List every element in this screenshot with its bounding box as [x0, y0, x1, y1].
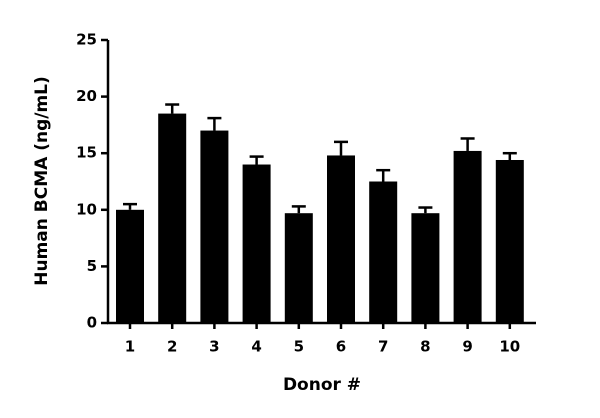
- bar: [369, 181, 398, 323]
- x-tick-label: 5: [294, 338, 304, 356]
- x-tick-label: 3: [209, 338, 219, 356]
- x-tick-label: 8: [420, 338, 430, 356]
- y-tick-label: 10: [76, 200, 97, 218]
- x-tick-label: 4: [251, 338, 261, 356]
- bar: [495, 159, 524, 323]
- y-tick-label: 25: [76, 31, 97, 49]
- x-tick-label: 6: [336, 338, 346, 356]
- bar: [327, 155, 355, 323]
- y-tick-label: 0: [87, 314, 97, 332]
- x-tick-label: 1: [125, 338, 135, 356]
- bar: [411, 213, 440, 323]
- bar: [284, 213, 313, 323]
- x-tick-label: 9: [462, 338, 472, 356]
- bar: [116, 209, 144, 323]
- bar: [200, 130, 229, 323]
- x-tick-label: 2: [167, 338, 177, 356]
- y-tick-label: 5: [87, 257, 97, 275]
- y-tick-label: 20: [76, 87, 97, 105]
- x-tick-label: 7: [378, 338, 388, 356]
- y-axis-title: Human BCMA (ng/mL): [32, 76, 52, 286]
- x-tick-label: 10: [499, 338, 520, 356]
- bar: [158, 113, 187, 323]
- y-tick-label: 15: [76, 144, 97, 162]
- bar: [453, 150, 482, 323]
- x-axis-title: Donor #: [283, 375, 361, 395]
- bar: [242, 164, 271, 323]
